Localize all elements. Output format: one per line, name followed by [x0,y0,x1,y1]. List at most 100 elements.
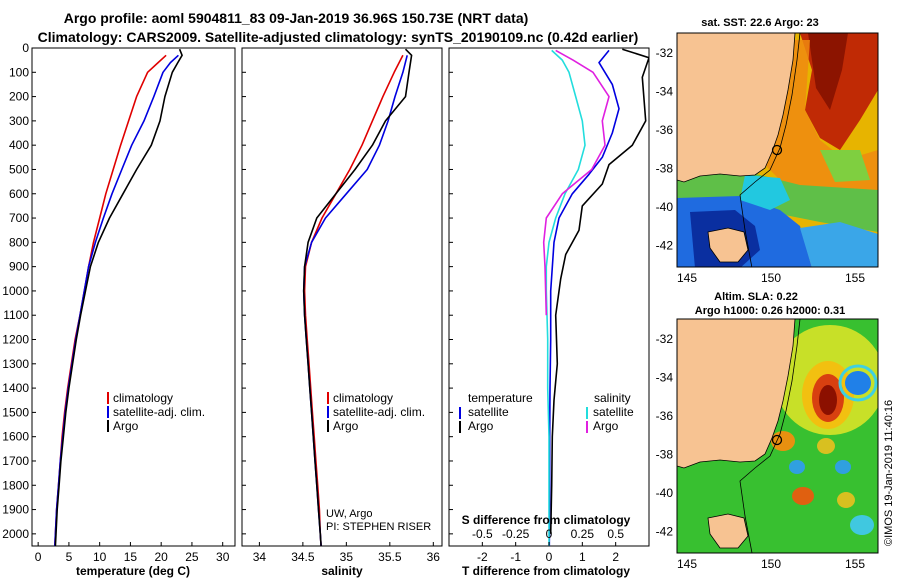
legend-label-argo: Argo [333,419,359,433]
depth-tick-label: 1700 [2,454,29,468]
sla-map-lat-tick-label: -38 [656,448,674,462]
depth-tick-label: 2000 [2,527,29,541]
x-tick-label: -1 [510,550,521,564]
axes-ticks-and-labels: 0 5 10 15 20 25 300100200300400500600700800900… [2,41,865,571]
sst-map-lon-tick-label: 145 [677,271,697,285]
sst-warm-core-deep [808,33,848,110]
depth-tick-label: 1000 [2,284,29,298]
legend-label-s-satellite: satellite [593,405,634,419]
sla-cold-small-b [835,460,851,474]
x-tick-label: 1 [579,550,586,564]
s-diff-tick-label: -0.5 [472,527,493,541]
sst-map-lat-tick-label: -36 [656,123,674,137]
sla-cold-eddy-east [845,371,871,395]
depth-tick-label: 900 [9,260,29,274]
legend-label-t-satellite: satellite [468,405,509,419]
temperature-panel-frame [31,47,236,547]
depth-tick-label: 1300 [2,357,29,371]
series-line-argo [549,48,649,534]
legend-label-climatology: climatology [113,391,173,405]
sla-map-frame [676,318,879,554]
temperature-profile-lines [54,48,183,546]
sla-map-lon-tick-label: 150 [761,557,781,571]
sla-map-lat-tick-label: -34 [656,371,674,385]
s-diff-tick-label: 0 [546,527,553,541]
x-tick-label: 5 [66,550,73,564]
s-diff-tick-label: 0.25 [571,527,595,541]
sst-map-lat-tick-label: -38 [656,162,674,176]
depth-tick-label: 700 [9,211,29,225]
depth-tick-label: 600 [9,187,29,201]
argo-location-marker [771,434,783,446]
legend-label-argo: Argo [113,419,139,433]
x-tick-label: 35.5 [378,550,402,564]
figure-title-line1: Argo profile: aoml 5904811_83 09-Jan-201… [64,10,529,26]
sla-warm-near-argo [771,431,795,451]
series-line-argo [542,49,610,316]
sla-map-lon-tick-label: 155 [845,557,865,571]
sst-map-frame [676,32,879,268]
salinity-profile-lines [302,48,413,546]
sst-map-title: sat. SST: 22.6 Argo: 23 [701,17,819,29]
sla-map-lat-tick-label: -32 [656,332,674,346]
sst-shelf-contour [739,33,801,267]
sst-map-lon-tick-label: 150 [761,271,781,285]
sst-map-lat-tick-label: -40 [656,200,674,214]
x-tick-label: 20 [155,550,169,564]
x-tick-label: 0 [35,550,42,564]
series-line-satellite [545,49,586,546]
sst-map-lon-tick-label: 155 [845,271,865,285]
sst-map-lat-tick-label: -42 [656,239,674,253]
data-source-annotation: UW, Argo [326,508,372,520]
temperature-axis-label: temperature (deg C) [76,564,190,578]
x-tick-label: 30 [216,550,230,564]
depth-tick-label: 1600 [2,430,29,444]
x-tick-label: 15 [124,550,138,564]
depth-tick-label: 1400 [2,381,29,395]
difference-legend: temperature satellite Argo salinity sate… [459,391,634,433]
x-tick-label: 34.5 [291,550,315,564]
legend-title-salinity: salinity [594,391,631,405]
figure-title-line2: Climatology: CARS2009. Satellite-adjuste… [38,29,639,45]
series-line-satellite [548,49,620,546]
sla-warm-south [837,492,855,508]
depth-tick-label: 800 [9,235,29,249]
argo-location-marker [771,144,783,156]
sst-land-mainland [677,33,796,183]
t-difference-axis-label: T difference from climatology [462,564,630,578]
s-diff-tick-label: 0.5 [607,527,624,541]
sla-map-lon-tick-label: 145 [677,557,697,571]
sla-map-lat-tick-label: -36 [656,409,674,423]
x-tick-label: 2 [612,550,619,564]
sla-map-lat-tick-label: -40 [656,486,674,500]
series-line-climatology [303,54,404,546]
salinity-axis-label: salinity [321,564,363,578]
sst-green-patches [820,150,870,182]
x-tick-label: 0 [546,550,553,564]
depth-tick-label: 1200 [2,333,29,347]
sst-light-cyan [800,222,878,267]
sla-land-mainland [677,319,796,469]
s-difference-axis-label: S difference from climatology [462,513,631,527]
legend-label-climatology: climatology [333,391,393,405]
sla-warm-eddy-center [819,385,837,415]
sla-warm-small [792,487,814,505]
legend-label-s-argo: Argo [593,419,619,433]
depth-tick-label: 200 [9,90,29,104]
sla-warm-small-b [817,438,835,454]
depth-tick-label: 1900 [2,503,29,517]
depth-tick-label: 100 [9,65,29,79]
s-diff-tick-label: -0.25 [502,527,530,541]
depth-tick-label: 500 [9,162,29,176]
x-tick-label: 35 [340,550,354,564]
sst-land-tasmania [707,227,749,263]
legend-label-satellite: satellite-adj. clim. [333,405,425,419]
series-line-satellite-adj-clim [54,54,179,546]
sla-land-tasmania [707,513,749,549]
sla-map-title-line2: Argo h1000: 0.26 h2000: 0.31 [695,305,845,317]
difference-profile-lines [542,48,649,546]
depth-tick-label: 1500 [2,405,29,419]
sla-map [677,319,878,553]
depth-tick-label: 1100 [3,308,29,322]
